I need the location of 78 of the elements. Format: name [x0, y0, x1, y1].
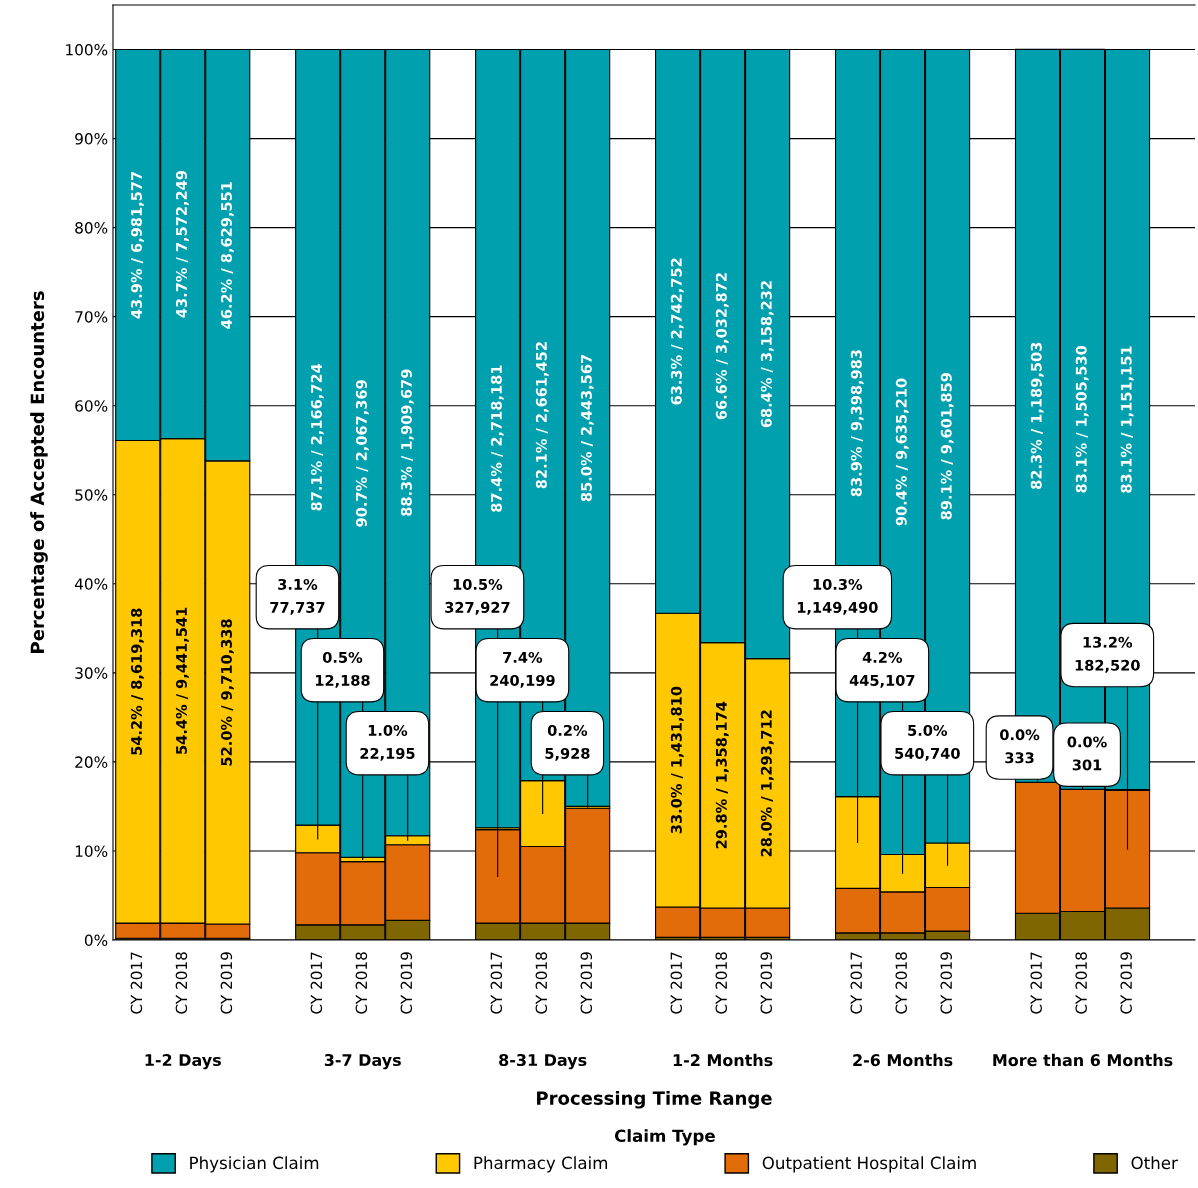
data-label: 4.2% 445,107 — [849, 651, 915, 688]
data-label: 43.9% / 6,981,577 — [130, 172, 144, 319]
y-tick-label: 90% — [75, 133, 108, 145]
x-tick-label: CY 2019 — [220, 952, 233, 1014]
y-tick-label: 30% — [75, 667, 108, 679]
data-label: 10.5% 327,927 — [445, 578, 510, 615]
x-tick-label: CY 2019 — [940, 952, 952, 1014]
y-tick-label: 100% — [66, 43, 108, 56]
data-label: 10.3% 1,149,490 — [797, 578, 878, 615]
data-label: 46.2% / 8,629,551 — [220, 182, 234, 329]
data-label: 66.6% / 3,032,872 — [715, 273, 729, 420]
x-tick-label: CY 2017 — [670, 952, 683, 1014]
data-label: 54.4% / 9,441,541 — [175, 607, 189, 754]
data-label: 82.1% / 2,661,452 — [535, 342, 549, 489]
data-label: 0.2% 5,928 — [545, 724, 590, 761]
data-label: 0.0% 333 — [1000, 729, 1040, 764]
data-label: 29.8% / 1,358,174 — [715, 701, 729, 849]
text: More than 6 Months — [993, 1053, 1173, 1067]
data-label: 0.0% 301 — [1067, 736, 1107, 771]
legend-label: Physician Claim — [190, 1156, 319, 1173]
text: 1-2 Days — [145, 1053, 221, 1070]
text: 2-6 Months — [853, 1053, 953, 1067]
legend-label: Other — [1131, 1156, 1178, 1170]
x-tick-label: CY 2019 — [580, 952, 593, 1014]
x-axis-title: Processing Time Range — [537, 1090, 772, 1109]
x-tick-label: CY 2018 — [1075, 952, 1087, 1014]
data-label: 28.0% / 1,293,712 — [760, 710, 774, 857]
x-tick-label: CY 2017 — [490, 952, 503, 1014]
x-tick-label: CY 2019 — [760, 952, 773, 1014]
y-tick-label: 80% — [75, 222, 108, 234]
x-tick-label: CY 2017 — [130, 952, 143, 1014]
y-tick-label: 50% — [75, 489, 108, 501]
text: 1-2 Months — [673, 1053, 773, 1067]
text: 8-31 Days — [499, 1053, 587, 1070]
x-tick-label: CY 2018 — [355, 952, 368, 1014]
y-tick-label: 20% — [75, 756, 108, 768]
legend-label: Outpatient Hospital Claim — [762, 1156, 976, 1173]
x-tick-label: CY 2019 — [400, 952, 413, 1014]
data-label: 82.3% / 1,189,503 — [1030, 342, 1044, 489]
data-label: 43.7% / 7,572,249 — [175, 170, 189, 318]
x-tick-label: CY 2018 — [535, 952, 548, 1014]
data-label: 88.3% / 1,909,679 — [400, 369, 414, 516]
legend-label: Pharmacy Claim — [474, 1156, 607, 1173]
data-label: 5.0% 540,740 — [895, 724, 960, 761]
data-label: 89.1% / 9,601,859 — [940, 373, 954, 520]
y-tick-label: 10% — [75, 845, 108, 857]
data-label: 87.1% / 2,166,724 — [310, 363, 324, 511]
data-label: 85.0% / 2,443,567 — [580, 355, 594, 502]
y-tick-label: 0% — [84, 934, 108, 947]
data-label: 87.4% / 2,718,181 — [490, 365, 504, 512]
x-tick-label: CY 2018 — [895, 952, 907, 1014]
text: 3-7 Days — [324, 1053, 401, 1070]
y-tick-label: 70% — [75, 311, 108, 323]
x-tick-label: CY 2017 — [850, 952, 863, 1014]
data-label: 1.0% 22,195 — [360, 724, 415, 761]
data-label: 90.4% / 9,635,210 — [895, 378, 909, 526]
data-label: 68.4% / 3,158,232 — [760, 281, 774, 428]
x-tick-label: CY 2017 — [310, 952, 323, 1014]
data-label: 83.1% / 1,505,530 — [1075, 345, 1089, 493]
data-label: 63.3% / 2,742,752 — [670, 258, 684, 405]
data-label: 52.0% / 9,710,338 — [220, 619, 234, 766]
data-label: 0.5% 12,188 — [315, 651, 370, 688]
x-tick-label: CY 2019 — [1120, 952, 1132, 1014]
y-tick-label: 40% — [74, 578, 108, 590]
data-label: 33.0% / 1,431,810 — [670, 686, 684, 834]
x-tick-label: CY 2018 — [175, 952, 188, 1014]
data-label: 13.2% 182,520 — [1075, 636, 1140, 673]
data-label: 83.1% / 1,151,151 — [1120, 346, 1134, 493]
x-tick-label: CY 2017 — [1030, 952, 1042, 1014]
y-tick-label: 60% — [75, 400, 108, 412]
data-label: 83.9% / 9,398,983 — [850, 350, 864, 497]
data-label: 90.7% / 2,067,369 — [355, 380, 369, 527]
data-label: 3.1% 77,737 — [270, 578, 325, 615]
y-axis-title: Percentage of Accepted Encounters — [30, 291, 48, 653]
data-label: 7.4% 240,199 — [490, 651, 555, 688]
data-label: 54.2% / 8,619,318 — [130, 608, 144, 755]
x-tick-label: CY 2018 — [715, 952, 728, 1014]
legend-title: Claim Type — [614, 1129, 715, 1146]
